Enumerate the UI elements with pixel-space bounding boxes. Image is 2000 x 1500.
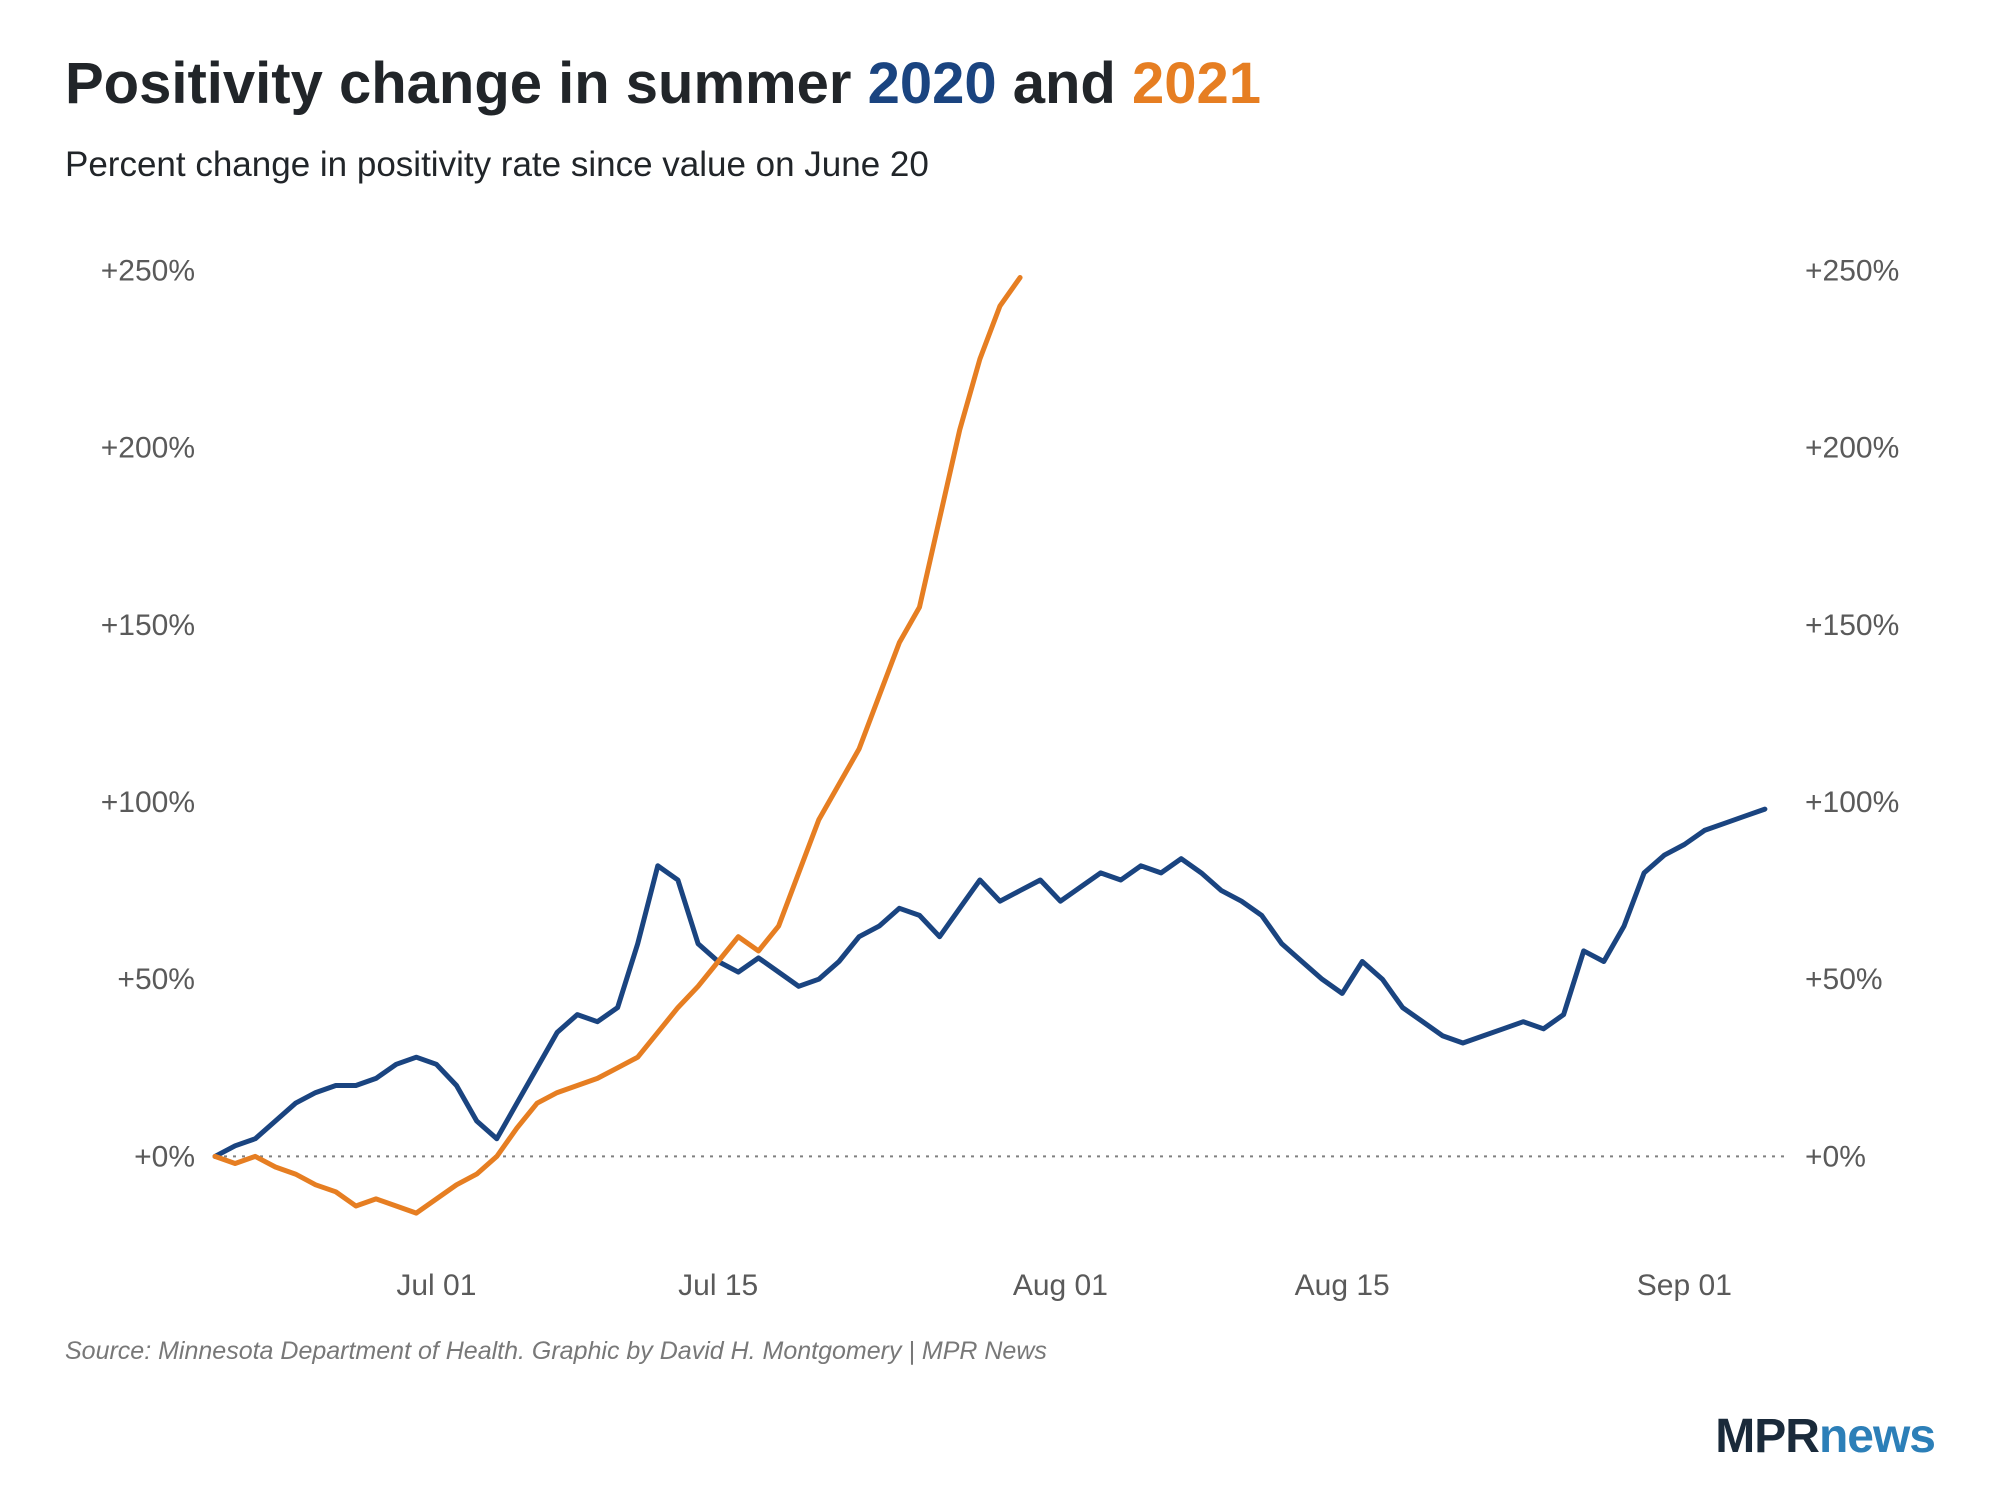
series-2020-line bbox=[215, 809, 1765, 1156]
y-tick-right: +150% bbox=[1805, 609, 1899, 642]
y-tick-left: +150% bbox=[101, 609, 195, 642]
y-tick-right: +200% bbox=[1805, 432, 1899, 465]
logo-mpr: MPR bbox=[1715, 1410, 1819, 1463]
y-tick-left: +100% bbox=[101, 786, 195, 819]
chart-area: +0% +0% +50% +50% +100% +100% +150% +150% +200% +… bbox=[65, 215, 1935, 1315]
x-tick: Aug 01 bbox=[1013, 1269, 1108, 1302]
y-tick-right: +250% bbox=[1805, 254, 1899, 287]
title-prefix: Positivity change in summer bbox=[65, 51, 868, 116]
source-caption: Source: Minnesota Department of Health. … bbox=[65, 1337, 1935, 1366]
x-tick: Jul 15 bbox=[678, 1269, 758, 1302]
y-tick-right: +0% bbox=[1805, 1140, 1866, 1173]
title-year-2021: 2021 bbox=[1132, 51, 1261, 116]
y-tick-right: +100% bbox=[1805, 786, 1899, 819]
logo-news: news bbox=[1819, 1410, 1935, 1463]
y-tick-left: +200% bbox=[101, 432, 195, 465]
x-tick: Sep 01 bbox=[1637, 1269, 1732, 1302]
chart-title: Positivity change in summer 2020 and 202… bbox=[65, 50, 1935, 117]
y-tick-left: +250% bbox=[101, 254, 195, 287]
mpr-news-logo: MPRnews bbox=[1715, 1409, 1935, 1464]
series-2021-line bbox=[215, 278, 1020, 1214]
line-chart-svg: +0% +0% +50% +50% +100% +100% +150% +150% +200% +… bbox=[65, 215, 1935, 1315]
x-tick: Jul 01 bbox=[396, 1269, 476, 1302]
y-tick-left: +0% bbox=[134, 1140, 195, 1173]
y-tick-left: +50% bbox=[117, 963, 195, 996]
y-tick-right: +50% bbox=[1805, 963, 1883, 996]
chart-subtitle: Percent change in positivity rate since … bbox=[65, 145, 1935, 185]
title-mid: and bbox=[997, 51, 1132, 116]
title-year-2020: 2020 bbox=[868, 51, 997, 116]
x-tick: Aug 15 bbox=[1295, 1269, 1390, 1302]
